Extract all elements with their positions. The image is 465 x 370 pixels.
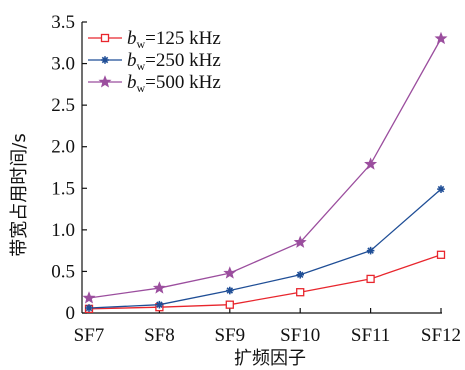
data-point [434, 31, 448, 45]
data-point [296, 288, 305, 297]
data-point [437, 185, 445, 193]
x-tick-label: SF7 [74, 325, 105, 346]
data-point [223, 266, 237, 279]
y-tick-label: 1.0 [51, 220, 75, 241]
y-tick-label: 2.0 [51, 137, 75, 158]
axes [81, 22, 442, 314]
data-point [364, 157, 378, 170]
legend-marker [100, 33, 110, 43]
y-axis-label: 带宽占用时间/s [9, 133, 30, 256]
series-layer [82, 31, 448, 313]
series-line [88, 188, 442, 309]
legend-marker [101, 56, 109, 64]
legend-label: bw=250 kHz [127, 50, 221, 73]
y-tick-label: 3.0 [51, 54, 75, 75]
y-tick-label: 0 [66, 303, 76, 324]
y-tick-label: 2.5 [51, 95, 75, 116]
x-tick-label: SF12 [421, 325, 461, 346]
data-point [152, 281, 166, 294]
data-point [85, 304, 93, 312]
x-axis-label: 扩频因子 [234, 348, 306, 369]
series-line [88, 38, 442, 299]
legend-marker [98, 75, 112, 88]
data-point [436, 250, 446, 259]
data-point [82, 291, 96, 304]
series-2 [85, 185, 445, 312]
legend-item: bw=125 kHz [88, 28, 221, 51]
legend-item: bw=500 kHz [88, 72, 221, 95]
series-3 [82, 31, 448, 304]
data-point [366, 274, 375, 284]
data-point [293, 235, 307, 248]
data-point [226, 286, 234, 295]
legend-label: bw=125 kHz [127, 28, 221, 51]
x-ticks: SF7 SF8 SF9 SF10 SF11 SF12 [74, 308, 461, 346]
data-point [155, 300, 164, 309]
data-point [296, 270, 304, 279]
y-tick-label: 0.5 [51, 261, 75, 282]
x-tick-label: SF10 [280, 325, 320, 346]
y-tick-label: 1.5 [51, 178, 75, 199]
x-tick-label: SF11 [351, 325, 390, 346]
data-point [225, 300, 234, 309]
x-tick-label: SF8 [144, 325, 175, 346]
data-point [366, 246, 375, 255]
series-1 [84, 250, 446, 313]
series-line [88, 254, 442, 310]
y-tick-label: 3.5 [51, 12, 75, 33]
legend-item: bw=250 kHz [88, 50, 221, 73]
x-tick-label: SF9 [214, 325, 245, 346]
legend-label: bw=500 kHz [127, 72, 221, 95]
y-ticks: 0 0.5 1.0 1.5 2.0 2.5 3.0 3.5 [51, 12, 87, 324]
